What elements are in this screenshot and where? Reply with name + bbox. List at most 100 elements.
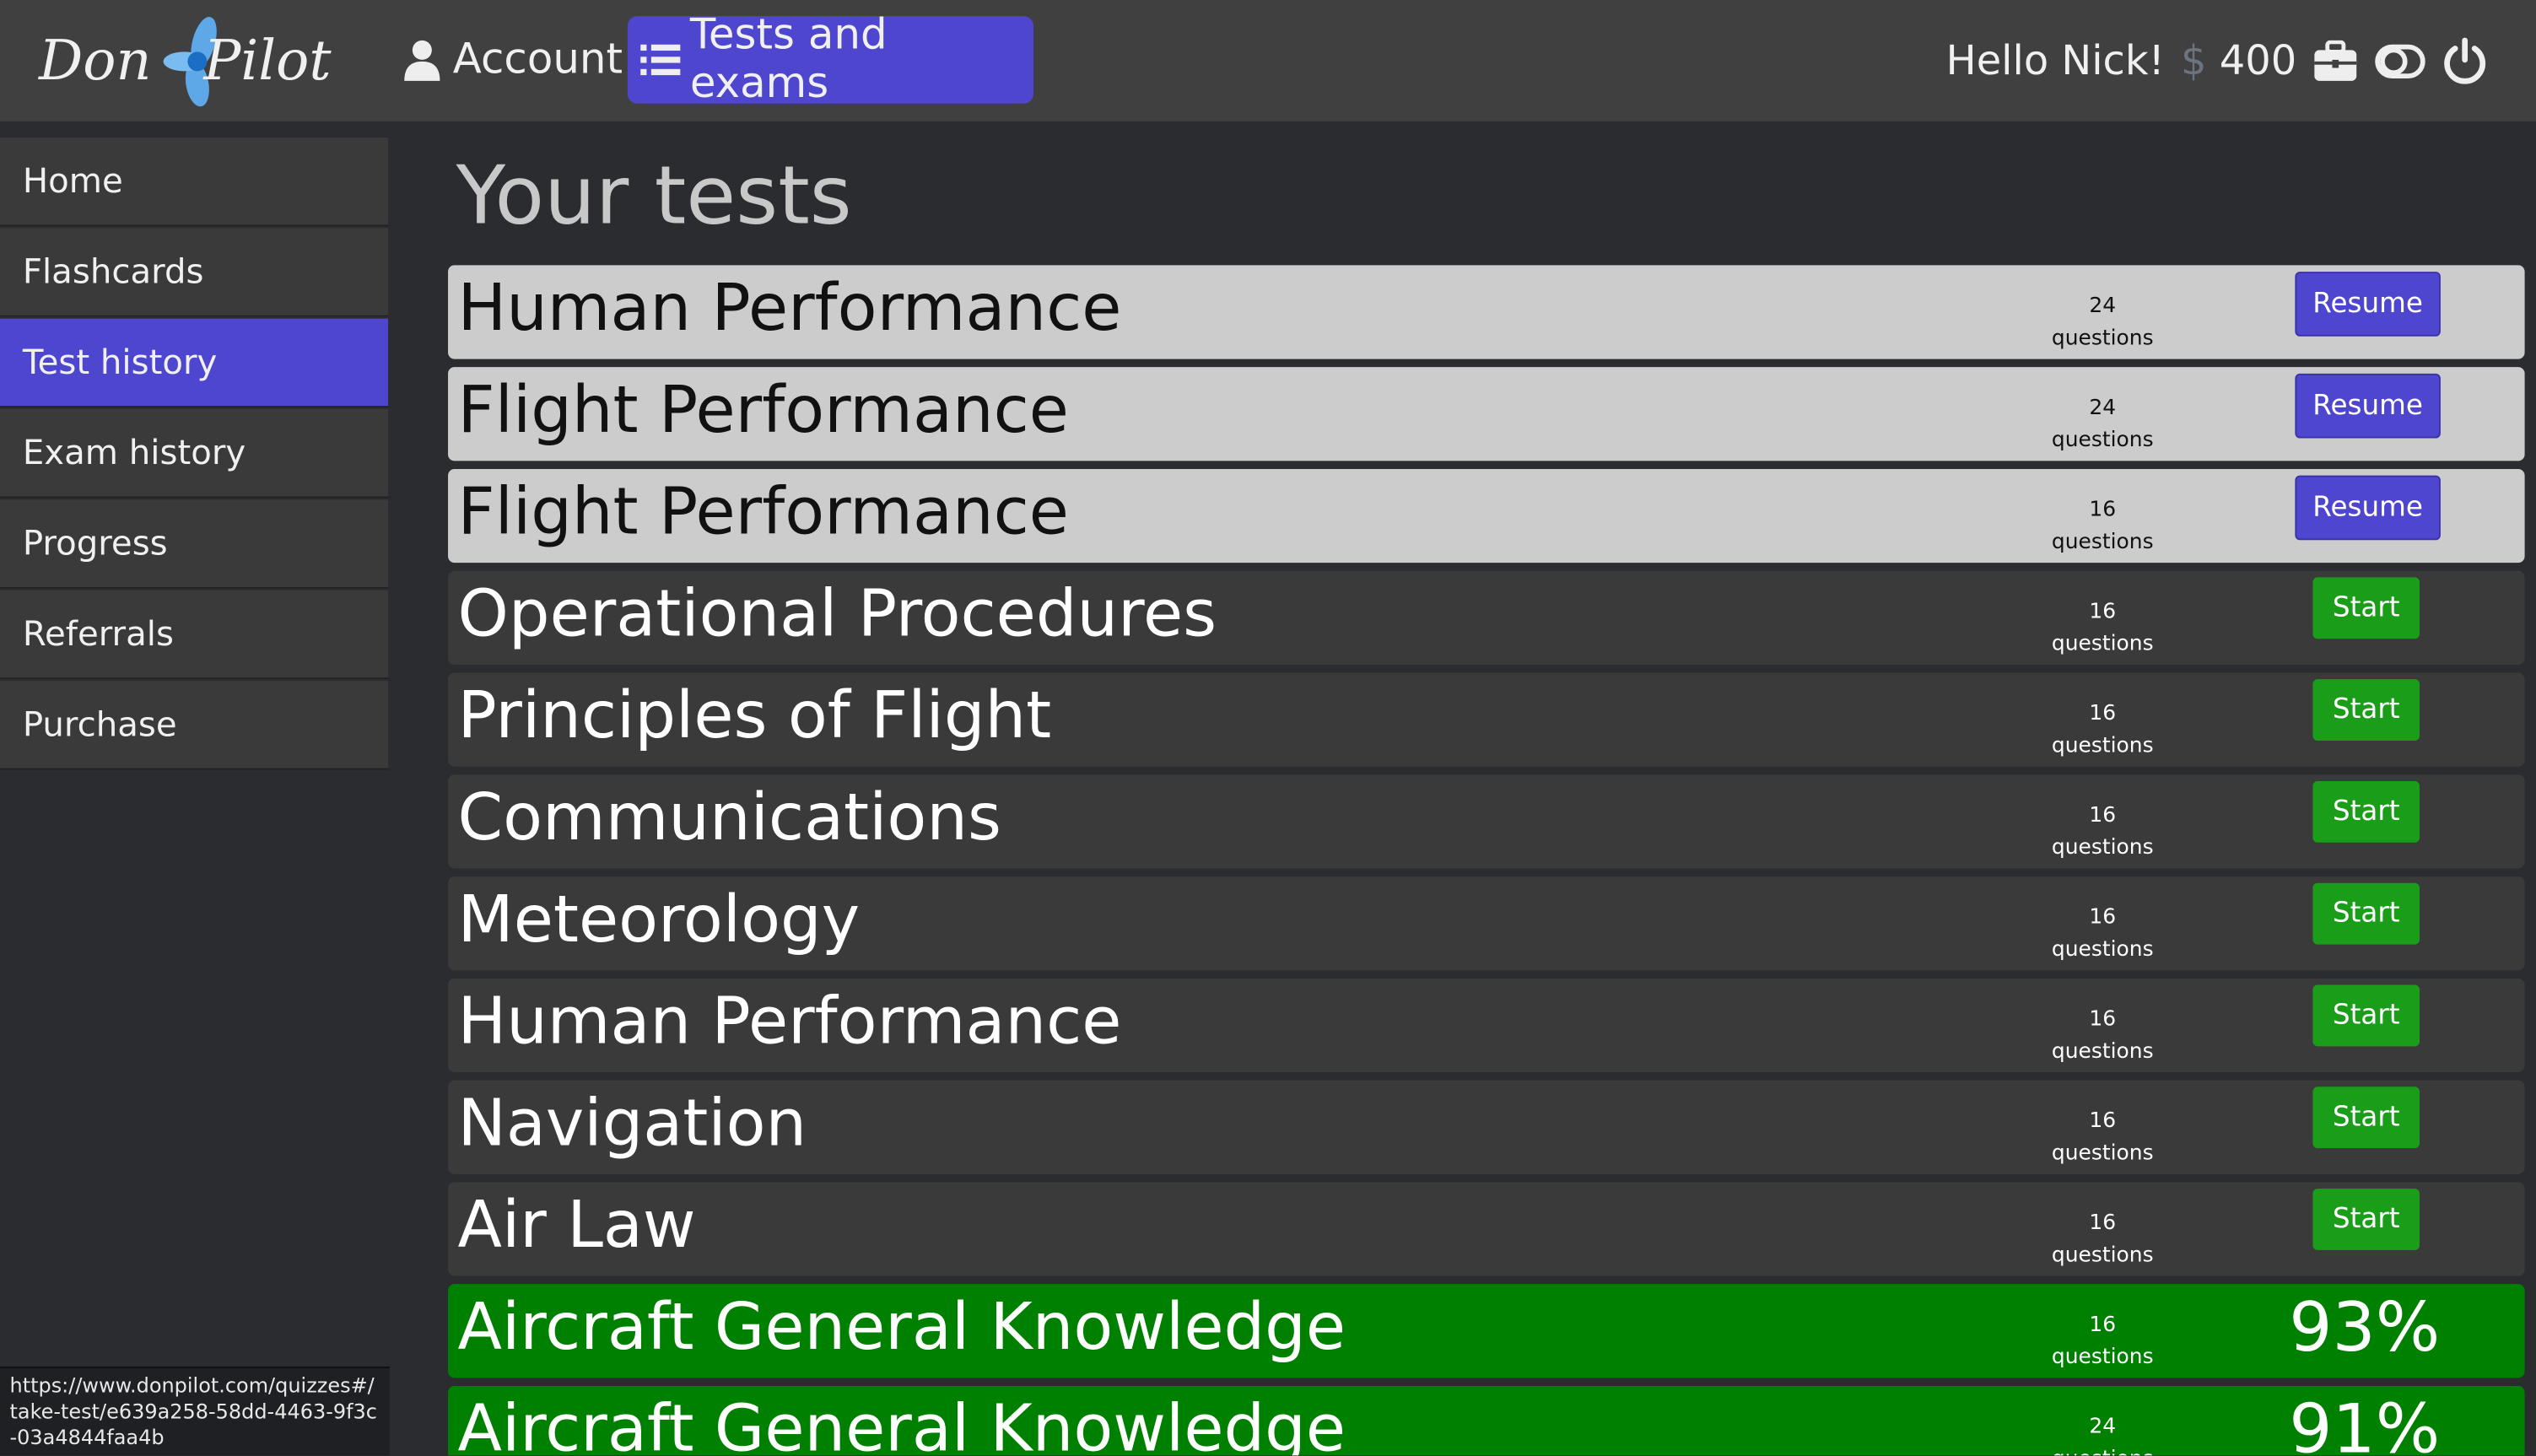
sidebar-item-label: Home <box>22 161 123 201</box>
question-count: 16 questions <box>2005 698 2199 763</box>
nav-account-label: Account <box>452 35 623 84</box>
sidebar-item-home[interactable]: Home <box>0 136 391 227</box>
question-count: 24 questions <box>2005 1412 2199 1456</box>
currency-symbol: $ <box>2181 37 2207 84</box>
sidebar: Home Flashcards Test history Exam histor… <box>0 136 391 770</box>
test-row[interactable]: Navigation 16 questions Start <box>448 1080 2525 1174</box>
status-bar-url: https://www.donpilot.com/quizzes#/take-t… <box>0 1366 391 1456</box>
sidebar-item-referrals[interactable]: Referrals <box>0 588 391 680</box>
test-row[interactable]: Air Law 16 questions Start <box>448 1182 2525 1276</box>
power-icon[interactable] <box>2442 36 2488 85</box>
sidebar-item-progress[interactable]: Progress <box>0 498 391 589</box>
start-button[interactable]: Start <box>2312 679 2420 741</box>
question-count-number: 24 <box>2089 1415 2117 1440</box>
question-count-number: 24 <box>2089 294 2117 319</box>
question-count: 16 questions <box>2005 1005 2199 1070</box>
question-count-unit: questions <box>2051 326 2154 352</box>
test-name: Aircraft General Knowledge <box>457 1392 1346 1456</box>
nav-tests-and-exams[interactable]: Tests and exams <box>627 11 1034 108</box>
question-count: 16 questions <box>2005 596 2199 661</box>
sidebar-item-label: Flashcards <box>22 252 204 292</box>
sidebar-item-label: Progress <box>22 524 168 564</box>
test-row[interactable]: Meteorology 16 questions Start <box>448 876 2525 971</box>
start-button[interactable]: Start <box>2312 1087 2420 1149</box>
test-row[interactable]: Human Performance 24 questions Resume <box>448 265 2525 359</box>
question-count-number: 16 <box>2089 1211 2117 1236</box>
question-count: 16 questions <box>2005 1208 2199 1273</box>
tests-list: Human Performance 24 questions Resume Fligh… <box>448 265 2525 1456</box>
question-count: 16 questions <box>2005 903 2199 968</box>
question-count-unit: questions <box>2051 1345 2154 1370</box>
question-count: 24 questions <box>2005 393 2199 458</box>
question-count: 16 questions <box>2005 495 2199 560</box>
test-name: Aircraft General Knowledge <box>457 1290 1346 1366</box>
test-row[interactable]: Aircraft General Knowledge 24 questions 91… <box>448 1385 2525 1456</box>
question-count-unit: questions <box>2051 937 2154 963</box>
start-button[interactable]: Start <box>2312 984 2420 1047</box>
page-title: Your tests <box>456 148 852 243</box>
sidebar-item-label: Purchase <box>22 704 177 744</box>
test-name: Communications <box>457 780 1001 856</box>
question-count-unit: questions <box>2051 530 2154 555</box>
question-count-unit: questions <box>2051 429 2154 453</box>
test-name: Flight Performance <box>457 475 1069 550</box>
question-count: 16 questions <box>2005 1106 2199 1171</box>
start-button[interactable]: Start <box>2312 1189 2420 1250</box>
test-name: Operational Procedures <box>457 577 1217 652</box>
question-count-number: 16 <box>2089 498 2117 523</box>
donpilot-logo[interactable]: Don Pilot <box>35 16 359 107</box>
test-name: Navigation <box>457 1087 807 1162</box>
sidebar-item-exam-history[interactable]: Exam history <box>0 407 391 499</box>
nav-account[interactable]: Account <box>388 16 635 104</box>
test-name: Meteorology <box>457 882 861 957</box>
test-row[interactable]: Aircraft General Knowledge 16 questions 93… <box>448 1284 2525 1378</box>
question-count-number: 16 <box>2089 905 2117 930</box>
greeting: Hello Nick! <box>1945 37 2165 84</box>
start-button[interactable]: Start <box>2312 882 2420 945</box>
question-count: 24 questions <box>2005 291 2199 356</box>
test-row[interactable]: Operational Procedures 16 questions Start <box>448 570 2525 665</box>
test-score: 93% <box>2289 1287 2441 1367</box>
test-row[interactable]: Human Performance 16 questions Start <box>448 978 2525 1073</box>
test-name: Flight Performance <box>457 373 1069 449</box>
user-icon <box>404 40 440 81</box>
test-name: Principles of Flight <box>457 679 1052 754</box>
sidebar-item-label: Test history <box>22 342 218 382</box>
question-count-number: 16 <box>2089 1313 2117 1338</box>
sidebar-item-flashcards[interactable]: Flashcards <box>0 226 391 317</box>
sidebar-item-label: Exam history <box>22 433 246 472</box>
question-count: 16 questions <box>2005 801 2199 866</box>
test-name: Air Law <box>457 1189 696 1264</box>
briefcase-icon[interactable] <box>2312 39 2358 82</box>
question-count-unit: questions <box>2051 632 2154 657</box>
question-count-unit: questions <box>2051 1243 2154 1269</box>
theme-toggle-icon[interactable] <box>2374 41 2425 80</box>
balance: 400 <box>2219 37 2297 84</box>
test-row[interactable]: Principles of Flight 16 questions Start <box>448 672 2525 767</box>
question-count-unit: questions <box>2051 1141 2154 1167</box>
nav-tests-label: Tests and exams <box>689 11 888 109</box>
sidebar-item-label: Referrals <box>22 614 174 654</box>
propeller-icon <box>163 17 217 107</box>
question-count-number: 16 <box>2089 600 2117 625</box>
question-count-number: 16 <box>2089 702 2117 726</box>
test-row[interactable]: Flight Performance 16 questions Resume <box>448 468 2525 564</box>
sidebar-item-test-history[interactable]: Test history <box>0 316 391 408</box>
test-name: Human Performance <box>457 272 1122 347</box>
question-count-unit: questions <box>2051 1039 2154 1065</box>
question-count-unit: questions <box>2005 1444 2199 1456</box>
test-score: 91% <box>2289 1389 2441 1456</box>
question-count-number: 16 <box>2089 1007 2117 1033</box>
question-count-number: 16 <box>2089 803 2117 828</box>
test-row[interactable]: Communications 16 questions Start <box>448 774 2525 869</box>
top-navbar: Don Pilot Account Tests and exams Hello … <box>0 0 2536 121</box>
list-icon <box>640 44 681 76</box>
resume-button[interactable]: Resume <box>2295 373 2441 439</box>
sidebar-item-purchase[interactable]: Purchase <box>0 679 391 770</box>
resume-button[interactable]: Resume <box>2295 272 2441 337</box>
start-button[interactable]: Start <box>2312 780 2420 843</box>
question-count-unit: questions <box>2051 734 2154 759</box>
resume-button[interactable]: Resume <box>2295 475 2441 541</box>
test-row[interactable]: Flight Performance 24 questions Resume <box>448 367 2525 461</box>
start-button[interactable]: Start <box>2312 577 2420 639</box>
